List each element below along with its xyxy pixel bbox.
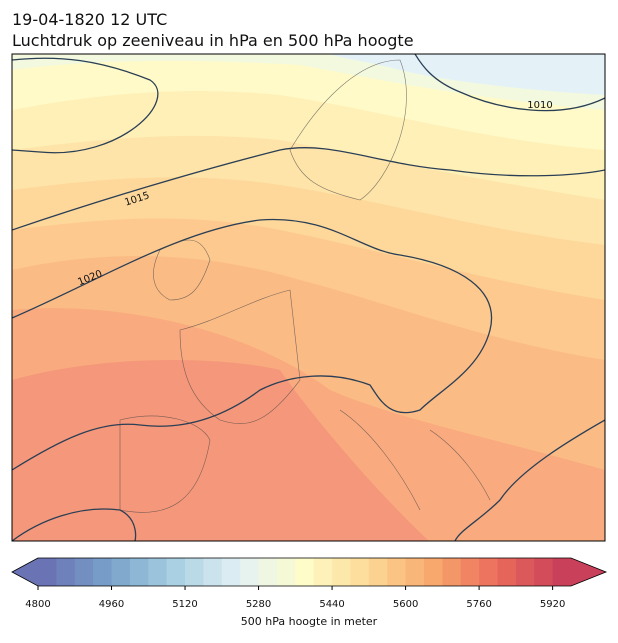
colorbar-band <box>185 558 204 586</box>
date-title: 19-04-1820 12 UTC <box>12 10 167 29</box>
colorbar-band <box>442 558 462 586</box>
colorbar-tick-label: 5440 <box>319 599 344 610</box>
colorbar-tick-label: 4800 <box>25 599 50 610</box>
colorbar-tick-label: 4960 <box>99 599 124 610</box>
colorbar: 4800 4960 5120 5280 5440 5600 5760 5920 <box>11 557 608 610</box>
colorbar-tick-label: 5600 <box>393 599 418 610</box>
colorbar-band <box>387 558 407 586</box>
colorbar-band <box>405 558 425 586</box>
colorbar-band <box>166 558 186 586</box>
map-fill <box>12 54 605 541</box>
colorbar-band <box>534 558 554 586</box>
colorbar-band <box>56 558 76 586</box>
colorbar-band <box>552 558 572 586</box>
colorbar-label: 500 hPa hoogte in meter <box>241 615 378 628</box>
colorbar-band <box>129 558 149 586</box>
colorbar-band <box>258 558 278 586</box>
colorbar-extend-high <box>571 558 606 586</box>
colorbar-band <box>479 558 498 586</box>
colorbar-band <box>93 558 113 586</box>
colorbar-band <box>350 558 370 586</box>
colorbar-frame <box>11 557 608 587</box>
colorbar-band <box>203 558 223 586</box>
colorbar-band <box>313 558 333 586</box>
colorbar-band <box>423 558 443 586</box>
colorbar-tick-label: 5120 <box>172 599 197 610</box>
colorbar-tick-label: 5760 <box>466 599 491 610</box>
colorbar-band <box>240 558 260 586</box>
colorbar-band <box>460 558 480 586</box>
colorbar-band <box>295 558 315 586</box>
colorbar-band <box>221 558 241 586</box>
colorbar-band <box>148 558 168 586</box>
colorbar-band <box>368 558 388 586</box>
colorbar-band <box>515 558 535 586</box>
colorbar-band <box>332 558 351 586</box>
isobar-label: 1010 <box>527 100 552 111</box>
map-frame <box>11 53 606 542</box>
map-title: Luchtdruk op zeeniveau in hPa en 500 hPa… <box>12 31 414 50</box>
colorbar-extend-low <box>12 558 38 586</box>
colorbar-band <box>497 558 517 586</box>
colorbar-band <box>276 558 296 586</box>
colorbar-band <box>38 558 57 586</box>
colorbar-tick-label: 5280 <box>246 599 271 610</box>
colorbar-tick-label: 5920 <box>540 599 565 610</box>
colorbar-band <box>74 558 94 586</box>
colorbar-band <box>111 558 131 586</box>
